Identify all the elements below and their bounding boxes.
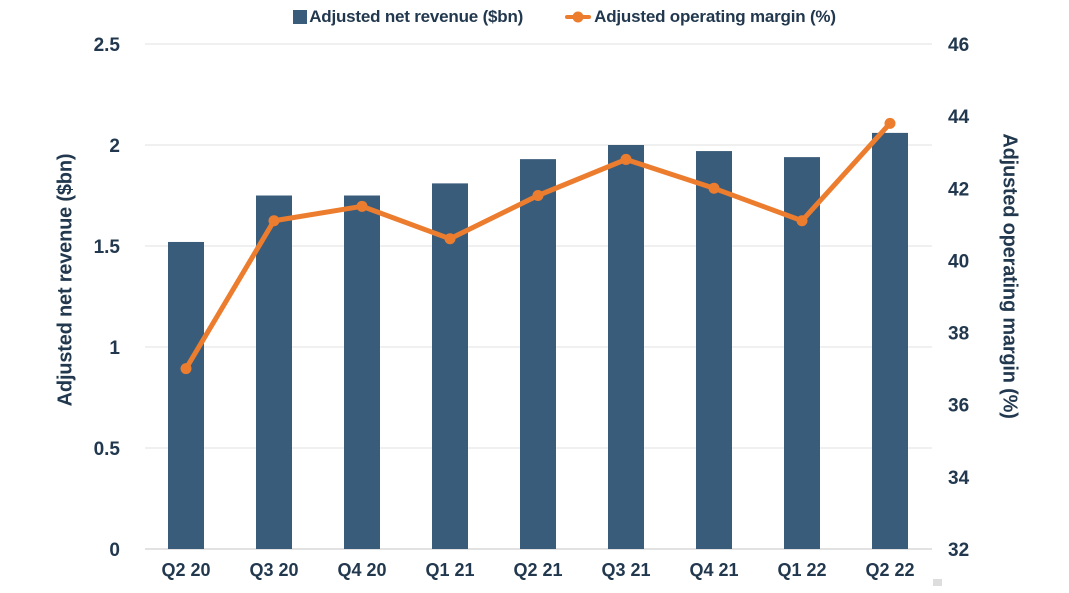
line-point [180, 363, 192, 375]
line-point [444, 233, 456, 245]
left-axis-tick-label: 1 [109, 338, 120, 359]
right-axis-tick-label: 46 [948, 35, 969, 56]
line-point [620, 153, 632, 165]
bar [432, 183, 468, 549]
screenshot-artifact [933, 579, 942, 586]
x-axis-category-label: Q4 20 [337, 560, 386, 580]
x-axis-category-label: Q1 21 [425, 560, 474, 580]
line-point [268, 215, 280, 227]
right-axis-tick-label: 32 [948, 540, 969, 561]
right-axis-tick-label: 38 [948, 324, 969, 345]
x-axis-category-label: Q4 21 [689, 560, 738, 580]
right-axis-tick-label: 40 [948, 251, 969, 272]
x-axis-category-label: Q2 21 [513, 560, 562, 580]
left-axis-tick-label: 0 [109, 540, 120, 561]
bar [168, 241, 204, 549]
right-axis-tick-label: 44 [948, 107, 970, 128]
bar [520, 159, 556, 549]
left-axis-tick-label: 1.5 [94, 237, 121, 258]
x-axis-category-label: Q1 22 [777, 560, 826, 580]
bar [872, 132, 908, 549]
line-point [796, 215, 808, 227]
right-axis-tick-label: 34 [948, 468, 970, 489]
left-axis-tick-label: 2 [109, 136, 120, 157]
line-point [708, 182, 720, 194]
right-axis-tick-label: 42 [948, 179, 969, 200]
left-axis-tick-label: 2.5 [94, 35, 121, 56]
bar [696, 151, 732, 549]
x-axis-category-label: Q3 20 [249, 560, 298, 580]
bar [608, 145, 644, 549]
x-axis-category-label: Q2 20 [161, 560, 210, 580]
line-point [356, 200, 368, 212]
right-axis-tick-label: 36 [948, 396, 969, 417]
x-axis-category-label: Q2 22 [865, 560, 914, 580]
left-axis-tick-label: 0.5 [94, 439, 121, 460]
bar [344, 195, 380, 549]
line-point [884, 117, 896, 129]
x-axis-category-label: Q3 21 [601, 560, 650, 580]
bar [256, 195, 292, 549]
line-point [532, 190, 544, 201]
